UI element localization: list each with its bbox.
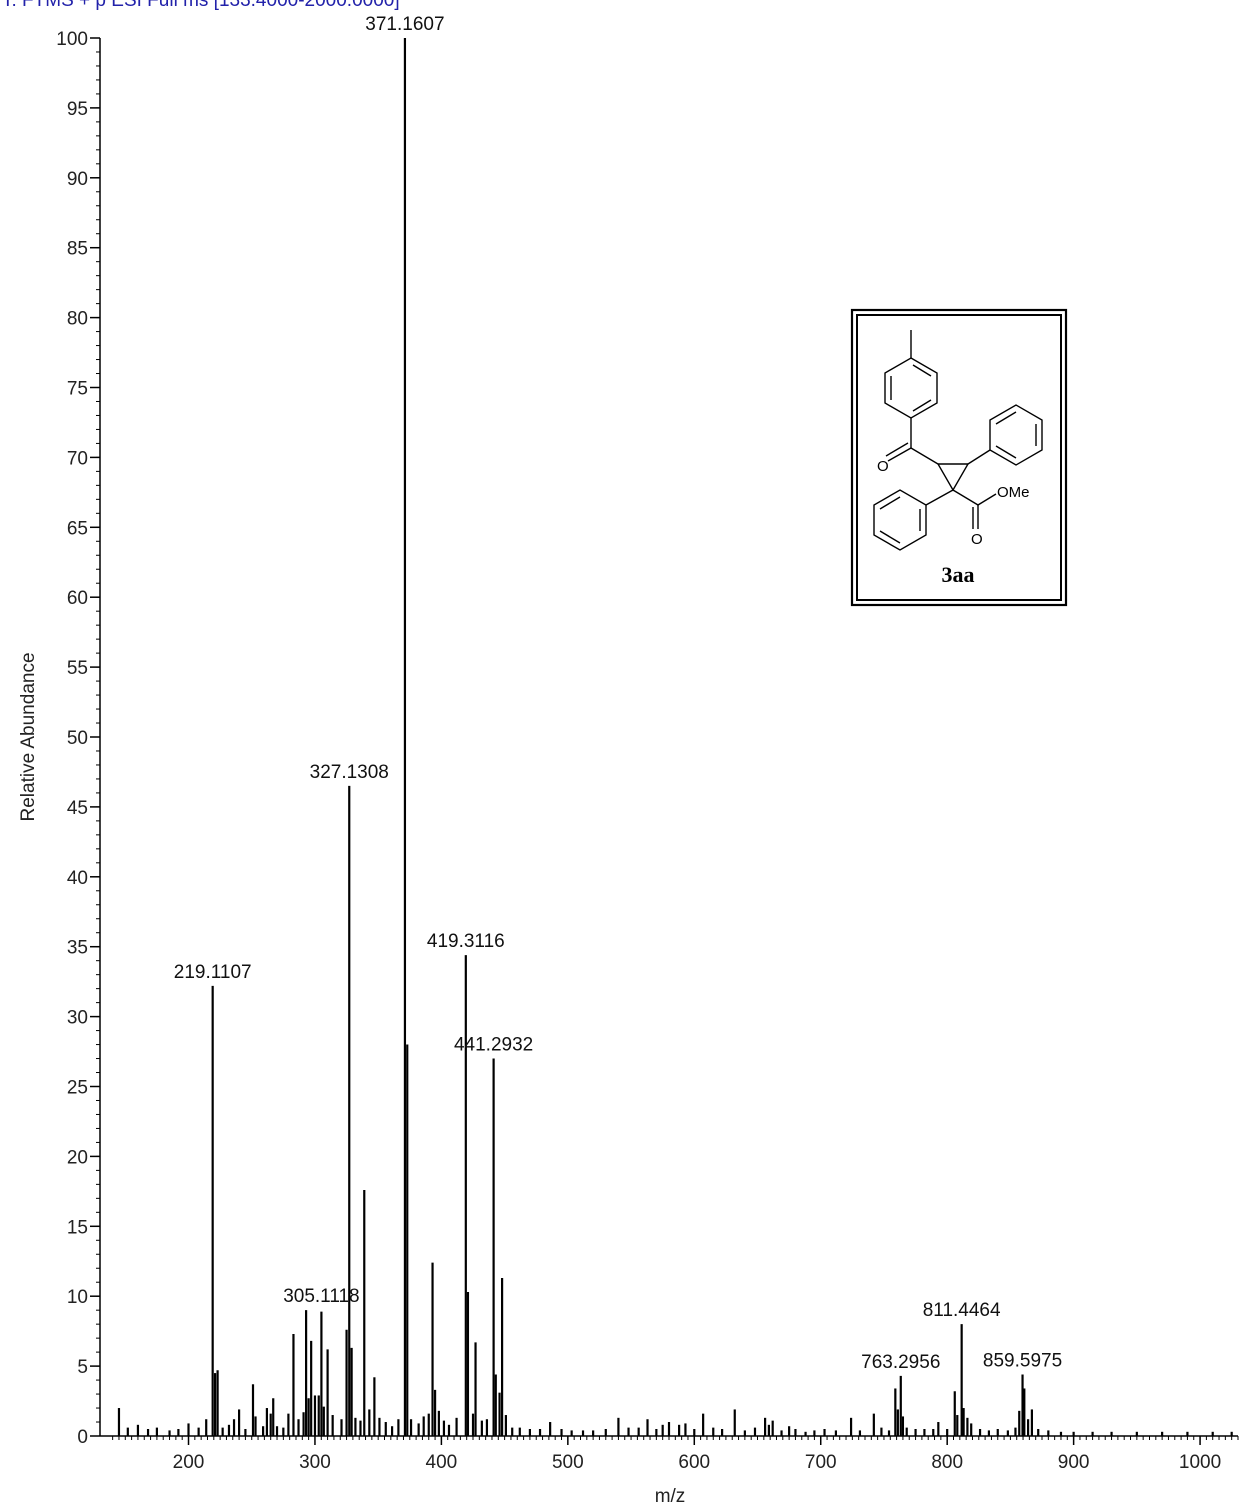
ketone-oxygen: O: [877, 458, 889, 475]
y-tick-label: 55: [67, 658, 88, 679]
x-tick-label: 900: [1058, 1452, 1090, 1473]
phenyl-left-double-3: [879, 496, 901, 510]
peak-label: 419.3116: [427, 931, 505, 952]
y-axis-title: Relative Abundance: [18, 652, 39, 821]
x-tick-label: 500: [552, 1452, 584, 1473]
peak-label: 219.1107: [174, 962, 252, 983]
y-tick-label: 15: [67, 1217, 88, 1238]
phenyl-right-ring: [989, 404, 1043, 466]
ester-o-bond: [977, 493, 997, 506]
x-axis: 200 300 400 500 600 700 800 900 1000: [100, 1435, 1239, 1473]
cyclopropane-ring: [936, 463, 970, 492]
y-tick-label: 45: [67, 798, 88, 819]
peak-label: 763.2956: [861, 1352, 940, 1373]
phenyl-right-double-3: [995, 445, 1017, 459]
methoxy-label: OMe: [997, 484, 1030, 501]
y-tick-label: 100: [56, 29, 88, 50]
y-tick-label: 95: [67, 99, 88, 120]
peak-label: 327.1308: [310, 762, 389, 783]
y-tick-label: 20: [67, 1147, 88, 1168]
compound-label: 3aa: [942, 562, 975, 587]
ketone-to-ring: [910, 447, 939, 465]
peak-label-group: 219.1107 305.1118 327.1308 371.1607 419.3116…: [174, 14, 1062, 1373]
peak-label: 811.4464: [923, 1300, 1001, 1321]
tolyl-double-1: [912, 364, 932, 377]
y-tick-label: 10: [67, 1287, 88, 1308]
tolyl-double-2: [912, 399, 932, 412]
x-axis-title: m/z: [655, 1486, 686, 1507]
peak-label: 859.5975: [983, 1350, 1062, 1371]
ester-carbonyl-oxygen: O: [971, 531, 983, 548]
x-tick-label: 400: [426, 1452, 458, 1473]
y-tick-label: 30: [67, 1008, 88, 1029]
x-tick-label: 600: [678, 1452, 710, 1473]
phenyl-right-bond: [967, 449, 991, 465]
x-minor-ticks: [112, 1436, 1239, 1440]
y-tick-label: 0: [77, 1427, 88, 1448]
y-tick-label: 35: [67, 938, 88, 959]
y-tick-label: 80: [67, 309, 88, 330]
x-tick-label: 800: [931, 1452, 963, 1473]
phenyl-right-double-1: [995, 411, 1017, 425]
y-tick-label: 60: [67, 588, 88, 609]
y-axis: 0 5 10 15 20 25 30 35 40 45 50 55 60 65 70 75 80 85 90 95 10…: [56, 29, 101, 1448]
y-tick-label: 25: [67, 1078, 88, 1099]
peak-label: 371.1607: [365, 14, 444, 35]
molecule-drawing: [873, 330, 1043, 551]
scan-header: T: FTMS + p ESI Full ms [133.4000-2000.0…: [2, 0, 400, 11]
x-tick-group: 200 300 400 500 600 700 800 900 1000: [173, 1436, 1221, 1473]
phenyl-left-bond: [925, 489, 954, 506]
y-tick-label: 65: [67, 518, 88, 539]
ketone-co-2: [885, 442, 909, 457]
phenyl-left-double-2: [879, 530, 901, 544]
inset-inner-frame: [856, 314, 1062, 601]
y-tick-label: 5: [77, 1357, 88, 1378]
y-tick-group: 0 5 10 15 20 25 30 35 40 45 50 55 60 65 70 75 80 85 90 95 10…: [56, 29, 100, 1448]
peak-label: 305.1118: [283, 1286, 359, 1307]
phenyl-left-ring: [873, 489, 927, 551]
x-tick-label: 1000: [1179, 1452, 1221, 1473]
y-tick-label: 85: [67, 239, 88, 260]
y-tick-label: 70: [67, 448, 88, 469]
x-tick-label: 200: [173, 1452, 205, 1473]
y-tick-label: 50: [67, 728, 88, 749]
y-tick-label: 90: [67, 169, 88, 190]
ketone-co-1: [887, 447, 912, 462]
x-tick-label: 700: [805, 1452, 837, 1473]
ester-bond: [952, 489, 979, 506]
peak-label: 441.2932: [454, 1035, 533, 1056]
x-tick-label: 300: [299, 1452, 331, 1473]
y-tick-label: 75: [67, 379, 88, 400]
peak-group: [117, 38, 1233, 1436]
structure-inset: O O OMe 3aa: [850, 308, 1068, 607]
y-tick-label: 40: [67, 868, 88, 889]
